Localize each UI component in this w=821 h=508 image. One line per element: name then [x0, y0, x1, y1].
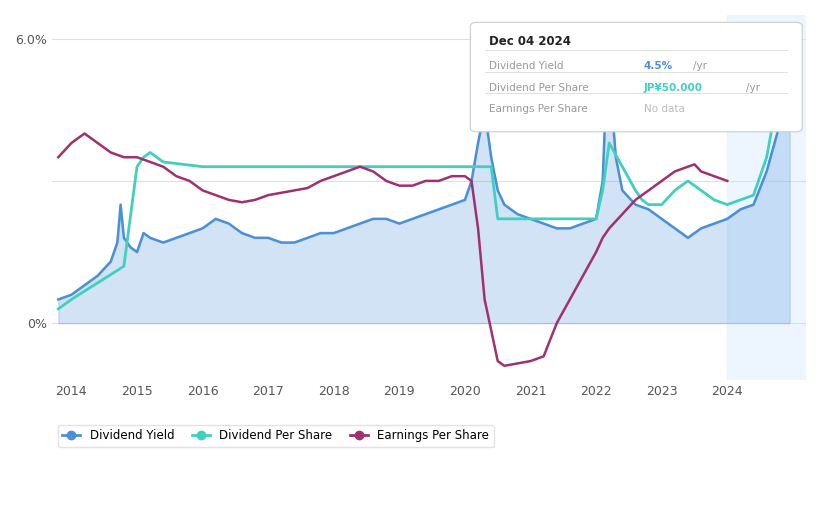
Text: Earnings Per Share: Earnings Per Share [489, 105, 588, 114]
Text: Dec 04 2024: Dec 04 2024 [489, 35, 571, 48]
Bar [727, 15, 806, 380]
Text: Past: Past [728, 53, 753, 66]
FancyBboxPatch shape [470, 22, 802, 132]
Text: No data: No data [644, 105, 685, 114]
Text: Dividend Yield: Dividend Yield [489, 60, 564, 71]
Text: /yr: /yr [745, 82, 759, 92]
Text: Dividend Per Share: Dividend Per Share [489, 82, 589, 92]
Text: 4.5%: 4.5% [644, 60, 673, 71]
Legend: Dividend Yield, Dividend Per Share, Earnings Per Share: Dividend Yield, Dividend Per Share, Earn… [57, 425, 493, 447]
Text: /yr: /yr [693, 60, 707, 71]
Text: JP¥50.000: JP¥50.000 [644, 82, 703, 92]
